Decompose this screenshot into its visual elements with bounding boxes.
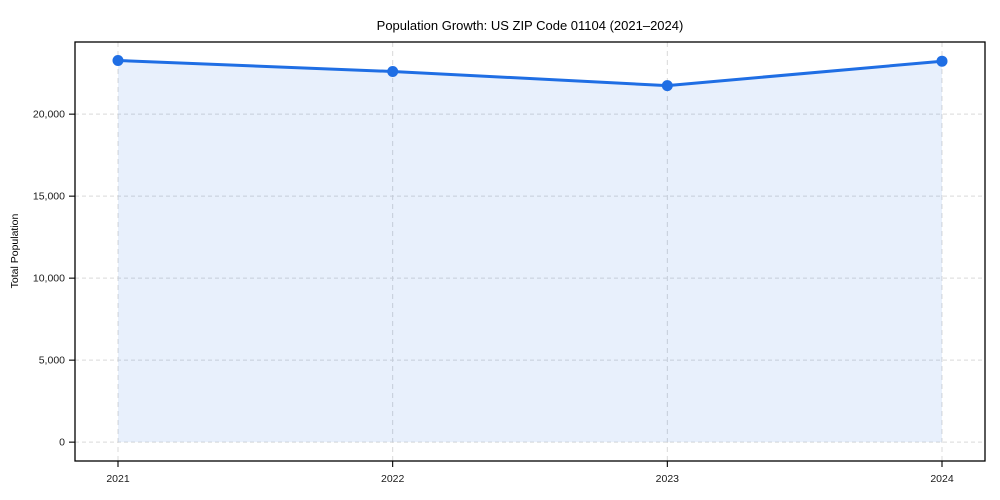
x-tick-label: 2021 [106, 473, 130, 485]
y-tick-label: 0 [59, 437, 65, 449]
y-tick-label: 5,000 [39, 355, 65, 367]
plot-border [74, 41, 986, 462]
area-fill [118, 60, 942, 443]
data-point-marker [936, 55, 948, 67]
data-point-marker [661, 80, 673, 92]
data-series [112, 55, 948, 92]
area-fill-path [118, 60, 942, 443]
data-point-marker [112, 55, 124, 66]
gridlines [75, 42, 985, 461]
axes [69, 41, 986, 467]
y-tick-label: 10,000 [33, 273, 65, 285]
x-tick-label: 2022 [381, 473, 405, 485]
data-point-marker [387, 66, 399, 77]
chart-title: Population Growth: US ZIP Code 01104 (20… [377, 18, 684, 33]
x-tick-label: 2024 [930, 473, 954, 485]
x-tick-label: 2023 [656, 473, 680, 485]
y-tick-label: 20,000 [33, 109, 65, 121]
tick-labels: 0 5,000 10,000 15,000 20,000 2021 2022 2023 2024 [33, 109, 954, 485]
y-tick-label: 15,000 [33, 191, 65, 203]
y-axis-label: Total Population [9, 213, 21, 288]
data-line [116, 59, 944, 88]
